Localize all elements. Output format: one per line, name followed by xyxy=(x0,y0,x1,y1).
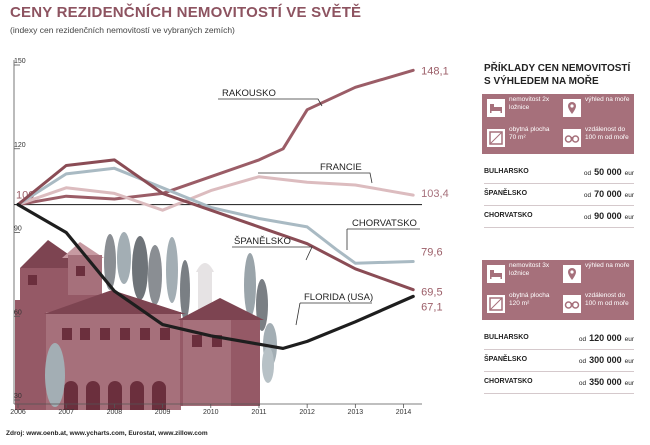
x-tick-label: 2012 xyxy=(299,409,315,416)
x-tick-label: 2014 xyxy=(396,409,412,416)
x-tick-label: 2008 xyxy=(107,409,123,416)
series-name-label: FLORIDA (USA) xyxy=(304,292,373,303)
chart-subtitle: (indexy cen rezidenčních nemovitostí ve … xyxy=(10,25,235,35)
series-callout-line xyxy=(218,98,323,107)
series-line xyxy=(16,166,415,265)
series-line xyxy=(16,158,415,292)
series-end-value: 67,1 xyxy=(421,301,442,313)
features-box-1: nemovitost 2x ložnice výhled na moře oby… xyxy=(482,94,634,154)
y-tick-label: 60 xyxy=(14,309,22,316)
series-end-value: 79,6 xyxy=(421,247,442,259)
feature-distance: vzdálenost do 100 m od moře xyxy=(558,124,634,154)
binoculars-icon xyxy=(563,295,581,313)
price-value: od 120 000 eur xyxy=(578,333,634,343)
series-name-label: RAKOUSKO xyxy=(222,88,276,99)
series-name-label: ŠPANĚLSKO xyxy=(234,236,291,247)
series-callout-line xyxy=(295,302,372,326)
feature-label: výhled na moře xyxy=(585,262,630,269)
bed-icon xyxy=(487,99,505,117)
price-value: od 300 000 eur xyxy=(578,355,634,365)
country-name: ŠPANĚLSKO xyxy=(484,356,528,363)
x-tick-label: 2009 xyxy=(155,409,171,416)
feature-label: vzdálenost do 100 m od moře xyxy=(585,126,629,141)
price-row: BULHARSKO od 120 000 eur xyxy=(484,328,634,350)
price-row: BULHARSKO od 50 000 eur xyxy=(484,162,634,184)
y-tick-label: 150 xyxy=(14,58,26,65)
price-table-2: BULHARSKO od 120 000 eur ŠPANĚLSKO od 30… xyxy=(484,328,634,394)
series-name-label: CHORVATSKO xyxy=(352,218,417,229)
y-tick-label: 30 xyxy=(14,393,22,400)
feature-label: nemovitost 3x ložnice xyxy=(509,262,550,277)
feature-bed: nemovitost 3x ložnice xyxy=(482,260,558,290)
feature-area: obytná plocha 70 m² xyxy=(482,124,558,154)
series-callout-line xyxy=(258,172,373,184)
source-note: Zdroj: www.oenb.at, www.ycharts.com, Eur… xyxy=(6,430,208,437)
y-tick-label: 90 xyxy=(14,226,22,233)
price-table-1: BULHARSKO od 50 000 eur ŠPANĚLSKO od 70 … xyxy=(484,162,634,228)
panel-title: PŘÍKLADY CEN NEMOVITOSTÍ S VÝHLEDEM NA M… xyxy=(484,63,631,87)
y-tick-label: 120 xyxy=(14,142,26,149)
feature-label: výhled na moře xyxy=(585,96,630,103)
bed-icon xyxy=(487,265,505,283)
feature-distance: vzdálenost do 100 m od moře xyxy=(558,290,634,320)
price-value: od 50 000 eur xyxy=(583,167,634,177)
series-end-value: 69,5 xyxy=(421,287,442,299)
feature-area: obytná plocha 120 m² xyxy=(482,290,558,320)
price-value: od 70 000 eur xyxy=(583,189,634,199)
series-end-value: 103,4 xyxy=(421,188,449,200)
town-illustration xyxy=(15,232,277,410)
feature-view: výhled na moře xyxy=(558,94,634,124)
price-row: ŠPANĚLSKO od 70 000 eur xyxy=(484,184,634,206)
line-chart: 150 120 90 60 30 2006 2007 2008 2009 2010 2011 2012… xyxy=(10,58,449,416)
x-tick-label: 2010 xyxy=(203,409,219,416)
country-name: BULHARSKO xyxy=(484,168,529,175)
price-value: od 90 000 eur xyxy=(583,211,634,221)
view-icon xyxy=(563,99,581,117)
price-row: CHORVATSKO od 350 000 eur xyxy=(484,372,634,394)
price-row: ŠPANĚLSKO od 300 000 eur xyxy=(484,350,634,372)
series-line xyxy=(16,175,415,212)
feature-label: obytná plocha 120 m² xyxy=(509,292,550,307)
series-callout-line xyxy=(346,228,420,250)
country-name: CHORVATSKO xyxy=(484,212,533,219)
chart-title: CENY REZIDENČNÍCH NEMOVITOSTÍ VE SVĚTĚ xyxy=(10,4,362,21)
feature-view: výhled na moře xyxy=(558,260,634,290)
x-tick-label: 2007 xyxy=(58,409,74,416)
country-name: BULHARSKO xyxy=(484,334,529,341)
series-callout-line xyxy=(232,246,313,261)
series-line xyxy=(16,68,415,207)
x-tick-label: 2013 xyxy=(348,409,364,416)
feature-label: nemovitost 2x ložnice xyxy=(509,96,550,111)
price-value: od 350 000 eur xyxy=(578,377,634,387)
binoculars-icon xyxy=(563,129,581,147)
country-name: ŠPANĚLSKO xyxy=(484,190,528,197)
series-end-value: 148,1 xyxy=(421,65,449,77)
features-box-2: nemovitost 3x ložnice výhled na moře oby… xyxy=(482,260,634,320)
area-icon xyxy=(487,295,505,313)
series-line xyxy=(16,203,415,350)
feature-label: obytná plocha 70 m² xyxy=(509,126,550,141)
country-name: CHORVATSKO xyxy=(484,378,533,385)
price-panel: PŘÍKLADY CEN NEMOVITOSTÍ S VÝHLEDEM NA M… xyxy=(480,62,640,442)
area-icon xyxy=(487,129,505,147)
price-row: CHORVATSKO od 90 000 eur xyxy=(484,206,634,228)
feature-bed: nemovitost 2x ložnice xyxy=(482,94,558,124)
x-tick-label: 2011 xyxy=(251,409,266,416)
x-tick-label: 2006 xyxy=(10,409,26,416)
series-name-label: FRANCIE xyxy=(320,162,362,173)
feature-label: vzdálenost do 100 m od moře xyxy=(585,292,629,307)
view-icon xyxy=(563,265,581,283)
